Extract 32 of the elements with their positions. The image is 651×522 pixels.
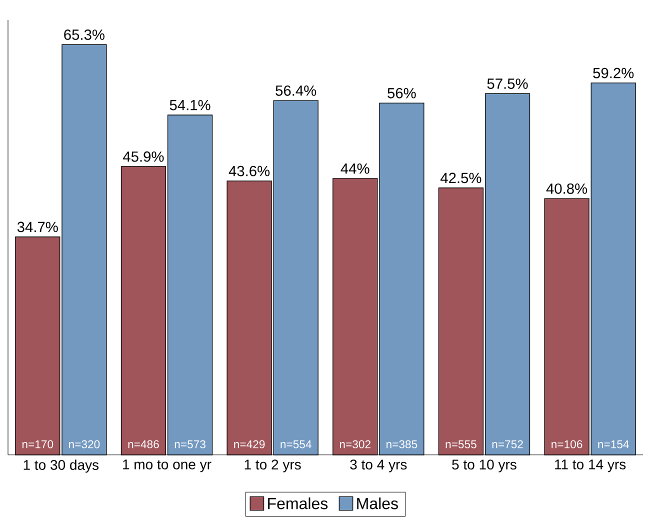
annotation: n=170 — [22, 440, 54, 448]
x-tick-label: 1 to 2 yrs — [244, 460, 301, 472]
data-label: 34.7% — [17, 222, 58, 232]
x-tick-label: 5 to 10 yrs — [452, 460, 516, 472]
data-label: 56% — [388, 88, 416, 99]
annotation: n=154 — [598, 440, 629, 448]
data-label: 65.3% — [64, 30, 104, 40]
annotation: n=554 — [280, 440, 312, 448]
data-label: 59.2% — [593, 68, 634, 78]
annotation: n=320 — [69, 440, 100, 448]
annotation: n=106 — [552, 440, 582, 448]
annotation: n=752 — [492, 440, 523, 448]
annotation: n=486 — [128, 440, 159, 448]
annotation: n=573 — [174, 440, 206, 448]
x-tick-label: 1 mo to one yr — [123, 460, 212, 472]
annotation: n=555 — [446, 440, 476, 448]
legend-label: Males — [357, 498, 398, 510]
data-label: 56.4% — [276, 86, 316, 96]
data-label: 40.8% — [546, 184, 588, 194]
data-label: 54.1% — [170, 100, 210, 110]
x-tick-label: 3 to 4 yrs — [350, 460, 407, 472]
annotation: n=302 — [340, 440, 370, 448]
data-label: 43.6% — [228, 166, 270, 176]
annotation: n=429 — [234, 440, 265, 448]
data-label: 44% — [340, 164, 370, 174]
data-label: 45.9% — [123, 152, 164, 162]
data-label: 42.5% — [440, 172, 482, 184]
data-label: 57.5% — [487, 78, 528, 90]
legend-label: Females — [268, 498, 328, 510]
x-tick-label: 11 to 14 yrs — [555, 460, 626, 472]
annotation: n=385 — [386, 440, 418, 448]
x-tick-label: 1 to 30 days — [24, 460, 99, 473]
